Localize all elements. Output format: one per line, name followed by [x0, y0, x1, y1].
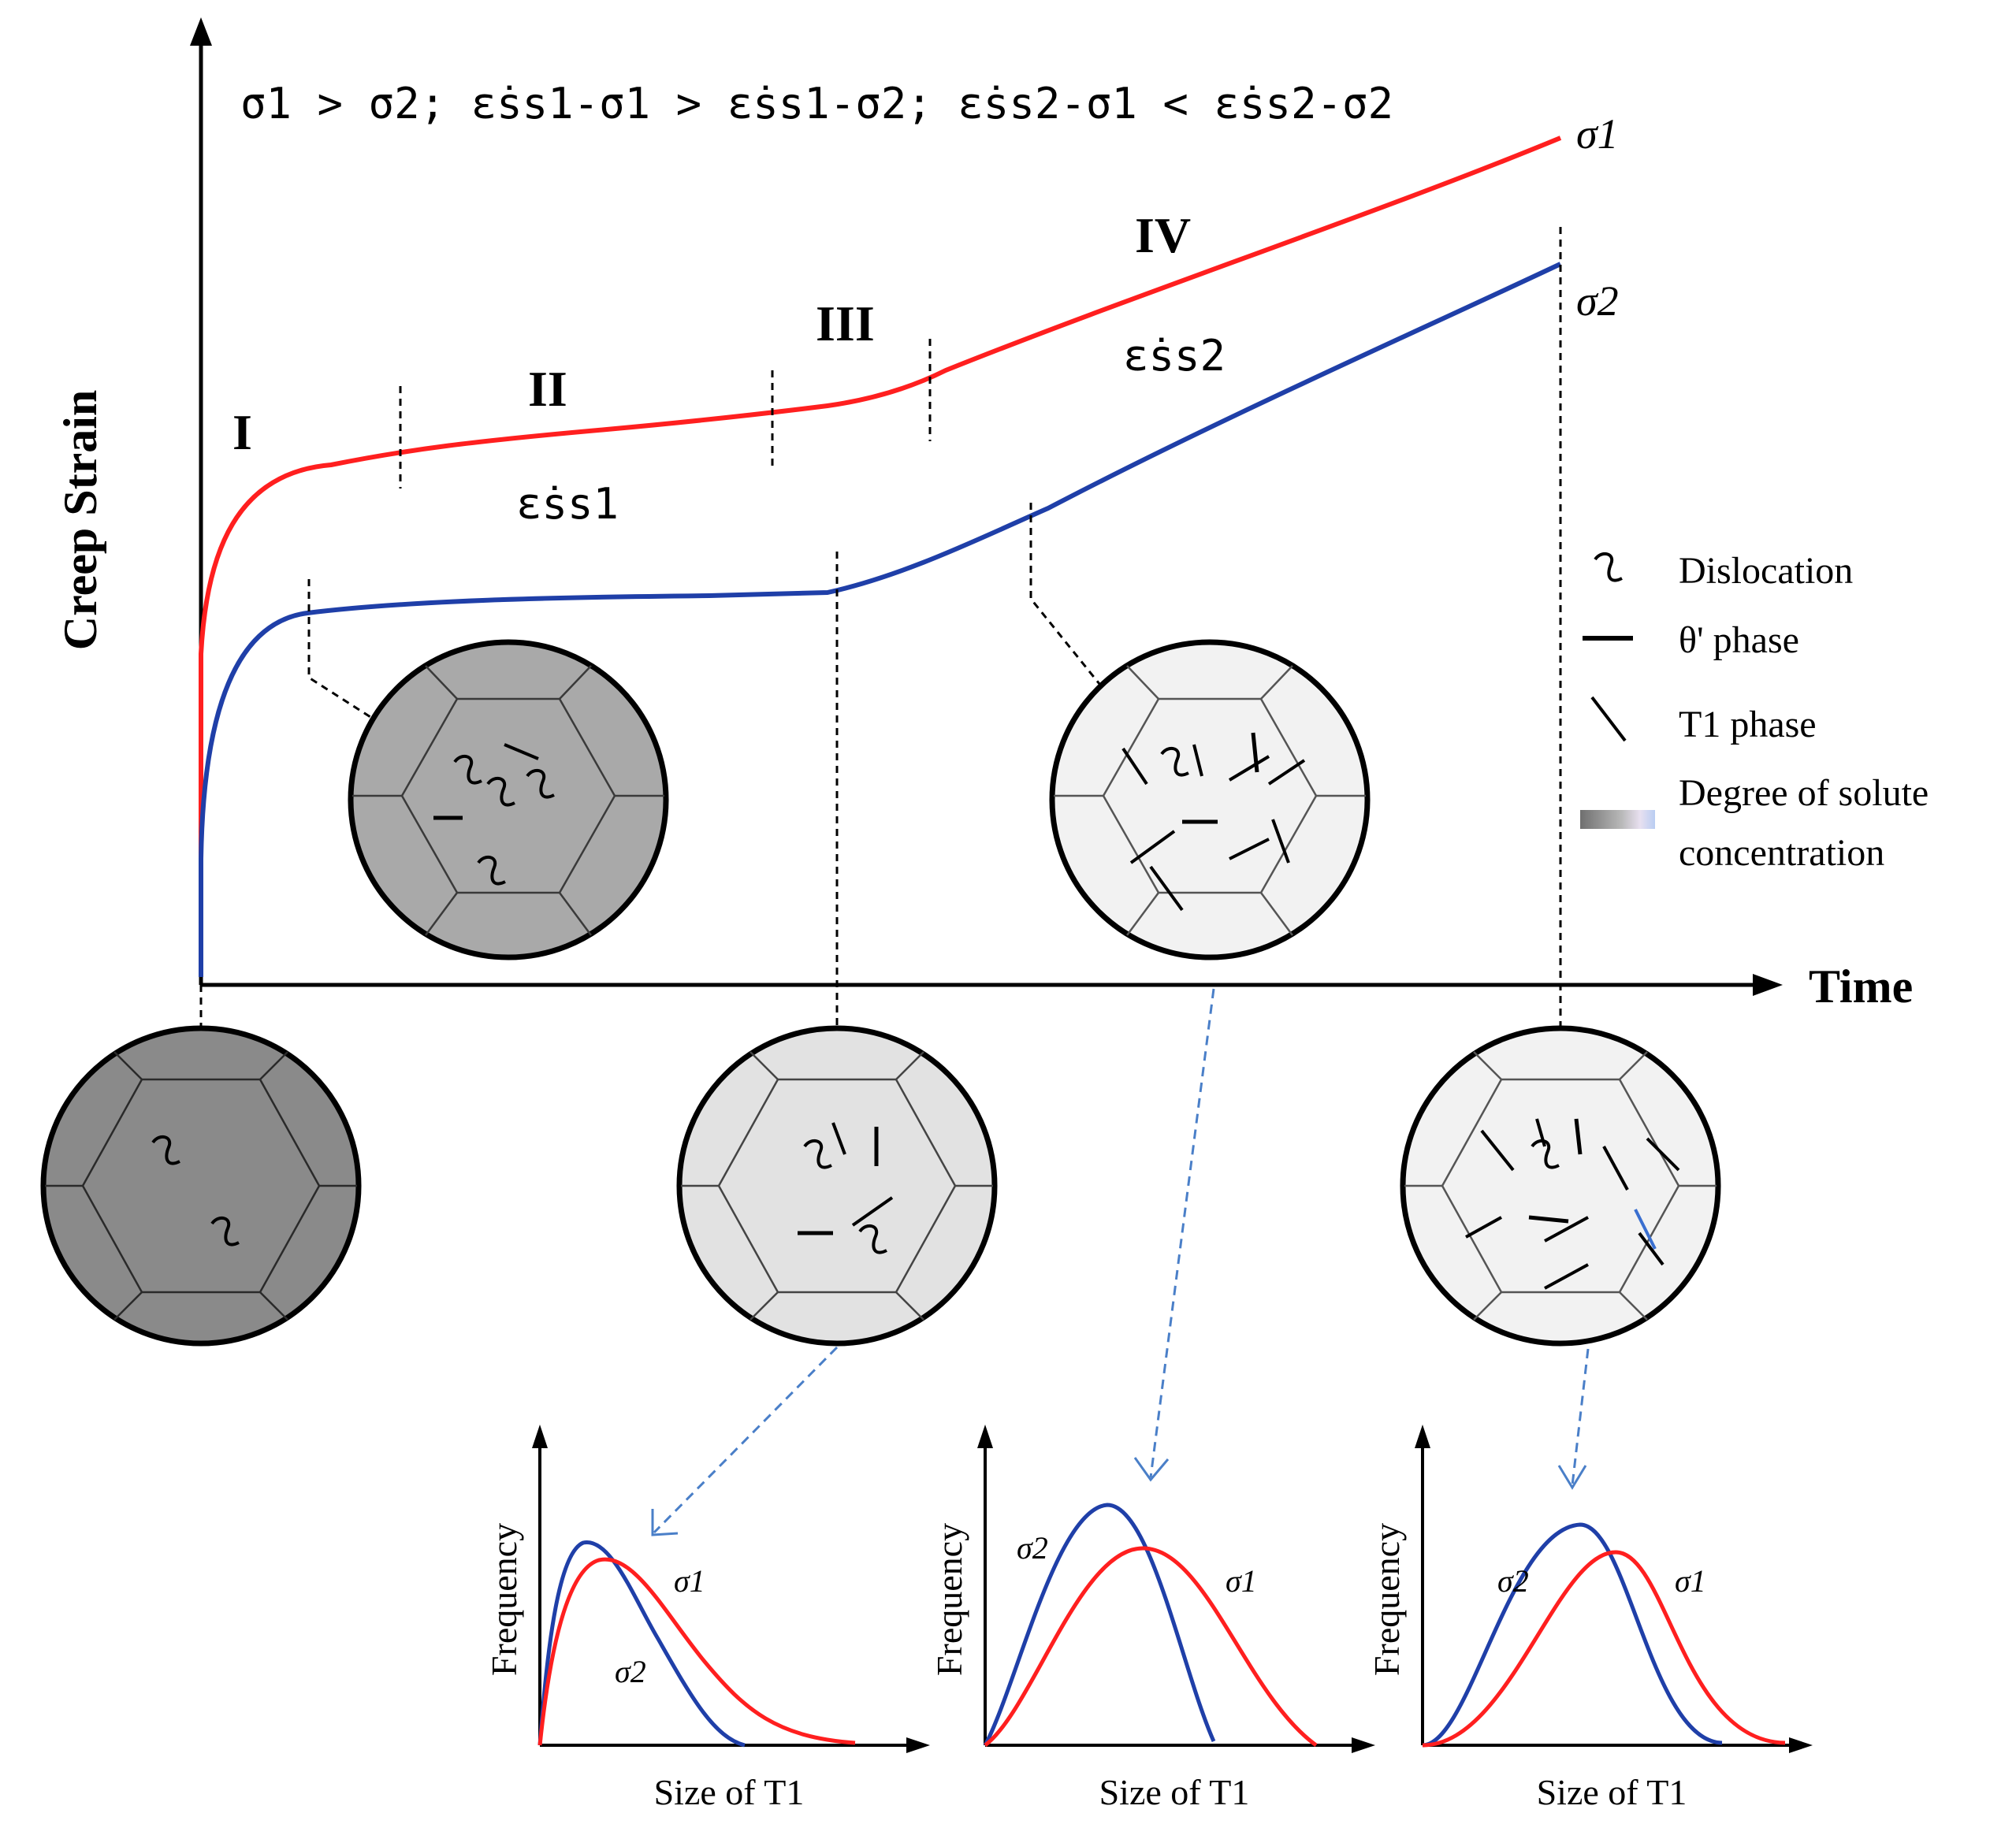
microstructure-circle-final — [1400, 1025, 1721, 1347]
legend-solute-gradient — [1580, 810, 1655, 829]
legend-theta-label: θ' phase — [1679, 619, 1799, 661]
histogram-3: Frequency Size of T1 σ1 σ2 — [1367, 1425, 1813, 1812]
hist1-ylabel: Frequency — [484, 1523, 524, 1676]
sigma1-curve-label: σ1 — [1576, 110, 1619, 158]
hist1-curve-sigma2 — [537, 1540, 746, 1748]
microstructure-circle-initial — [40, 1025, 362, 1347]
microstructure-circle-stage3 — [676, 1025, 998, 1347]
hist1-xlabel: Size of T1 — [654, 1772, 805, 1812]
legend-solute-label-line1: Degree of solute — [1679, 772, 1929, 814]
legend-dislocation-label: Dislocation — [1679, 550, 1853, 592]
x-axis-arrowhead — [1753, 974, 1783, 996]
legend-dislocation-icon — [1594, 552, 1624, 582]
stage-labels: I II III IV ε̇ss1 ε̇ss2 — [232, 207, 1226, 529]
stage-iii-label: III — [816, 295, 875, 351]
histogram-1: Frequency Size of T1 σ1 σ2 — [484, 1425, 930, 1812]
hist3-sigma2-label: σ2 — [1497, 1563, 1529, 1599]
stage-ii-label: II — [528, 361, 567, 417]
hist3-sigma1-label: σ1 — [1675, 1563, 1706, 1599]
hist2-sigma2-label: σ2 — [1017, 1530, 1048, 1566]
creep-curves: σ1 σ2 — [199, 110, 1619, 977]
leader-to-circle-2 — [1029, 503, 1101, 685]
hist2-xlabel: Size of T1 — [1099, 1772, 1250, 1812]
legend-t1-icon — [1590, 696, 1627, 742]
pointer-arrow-2 — [1149, 988, 1215, 1478]
pointer-arrow-2-head — [1133, 1457, 1170, 1482]
hist3-curve-sigma2 — [1422, 1522, 1723, 1748]
pointer-arrow-3-head — [1557, 1465, 1587, 1490]
pointer-arrow-3 — [1571, 1348, 1590, 1486]
hist2-curve-sigma2 — [983, 1503, 1216, 1747]
title-inequalities: σ1 > σ2; ε̇ss1-σ1 > ε̇ss1-σ2; ε̇ss2-σ1 <… — [240, 79, 1393, 128]
legend-solute-label-line2: concentration — [1679, 832, 1884, 874]
histogram-2: Frequency Size of T1 σ1 σ2 — [929, 1425, 1375, 1812]
sigma2-curve-label: σ2 — [1576, 277, 1619, 325]
microstructure-circle-stage2 — [348, 639, 669, 960]
histogram-pointer-arrows — [651, 988, 1590, 1536]
stage-separators — [199, 227, 1562, 1032]
rate-ss1-label: ε̇ss1 — [516, 479, 619, 529]
pointer-arrow-1-head — [651, 1509, 679, 1536]
y-axis-label: Creep Strain — [54, 390, 106, 651]
main-axes: Creep Strain Time — [54, 17, 1913, 1012]
hist2-sigma1-label: σ1 — [1226, 1563, 1257, 1599]
leader-to-circle-1 — [307, 579, 371, 719]
rate-ss2-label: ε̇ss2 — [1123, 331, 1226, 381]
legend-t1-label: T1 phase — [1679, 704, 1817, 745]
curve-sigma2 — [199, 262, 1562, 977]
hist3-curve-sigma1 — [1422, 1550, 1786, 1748]
hist1-sigma2-label: σ2 — [615, 1654, 646, 1689]
x-axis-label: Time — [1809, 960, 1913, 1012]
y-axis-arrowhead — [190, 17, 212, 46]
microstructure-circle-stage4 — [1049, 639, 1371, 960]
pointer-arrow-1 — [653, 1346, 839, 1534]
hist3-xlabel: Size of T1 — [1537, 1772, 1687, 1812]
legend: Dislocation θ' phase T1 phase Degree of … — [1580, 550, 1929, 874]
hist2-curve-sigma1 — [984, 1546, 1318, 1748]
hist1-sigma1-label: σ1 — [674, 1563, 705, 1599]
stage-i-label: I — [232, 404, 252, 460]
curve-sigma1 — [199, 136, 1562, 977]
hist3-ylabel: Frequency — [1367, 1523, 1407, 1676]
hist1-curve-sigma1 — [537, 1557, 856, 1746]
hist2-ylabel: Frequency — [929, 1523, 969, 1676]
stage-iv-label: IV — [1135, 207, 1191, 263]
